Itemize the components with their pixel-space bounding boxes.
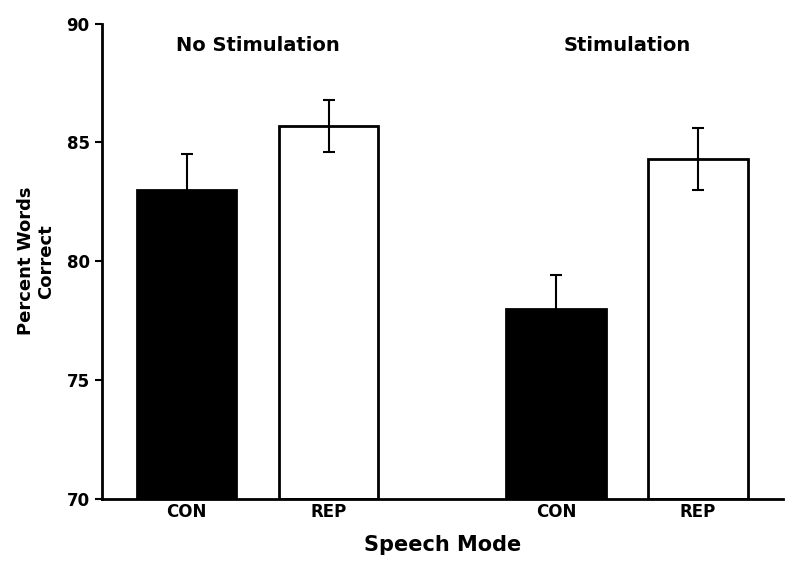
Bar <box>648 159 748 499</box>
Text: No Stimulation: No Stimulation <box>176 35 340 54</box>
Bar <box>279 126 378 499</box>
Bar <box>506 309 606 499</box>
Text: Stimulation: Stimulation <box>563 35 690 54</box>
Bar <box>137 190 237 499</box>
Y-axis label: Percent Words
Correct: Percent Words Correct <box>17 187 55 335</box>
X-axis label: Speech Mode: Speech Mode <box>364 535 521 555</box>
